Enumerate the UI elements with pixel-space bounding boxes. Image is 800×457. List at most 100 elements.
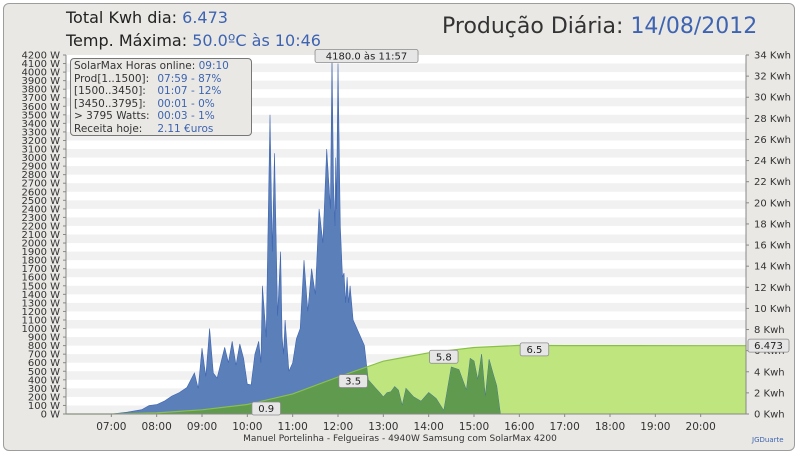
peak-power-label-box [314, 49, 419, 63]
stats-row: > 3795 Watts: 00:03 - 1% [74, 110, 248, 123]
stats-key: SolarMax Horas online: [74, 60, 196, 72]
energy-value-label: 5.8 [436, 352, 452, 363]
left-tick-label: 1700 W [21, 264, 60, 275]
stats-value: 09:10 [198, 60, 229, 72]
max-temperature-label: Temp. Máxima: [66, 31, 188, 50]
left-tick-label: 3600 W [21, 102, 60, 113]
peak-power-label: 4180.0 às 11:57 [326, 51, 408, 63]
left-tick-label: 1800 W [21, 256, 60, 267]
energy-area-fill [66, 345, 746, 414]
stats-row: [3450..3795]: 00:01 - 0% [74, 98, 248, 111]
energy-value-label-box [338, 374, 368, 388]
right-tick-label: 16 Kwh [754, 241, 791, 252]
stats-box: SolarMax Horas online: 09:10 Prod[1..150… [70, 58, 252, 136]
right-tick-label: 24 Kwh [754, 156, 791, 167]
chart-title-label: Produção Diária: [442, 14, 624, 39]
left-tick-label: 500 W [28, 367, 60, 378]
stats-row: Prod[1..1500]: 07:59 - 87% [74, 73, 248, 86]
x-tick-label: 12:00 [323, 421, 353, 433]
left-tick-label: 800 W [28, 341, 60, 352]
left-tick-label: 1100 W [21, 315, 60, 326]
grid-band [66, 97, 746, 107]
left-tick-label: 700 W [28, 350, 60, 361]
grid-band [66, 80, 746, 90]
right-tick-label: 18 Kwh [754, 219, 791, 230]
stats-value: 00:03 - 1% [157, 110, 215, 123]
grid-band [66, 149, 746, 158]
left-tick-label: 3400 W [21, 119, 60, 130]
left-tick-label: 1600 W [21, 273, 60, 284]
author-credit: JGDuarte [752, 436, 784, 444]
stats-row: SolarMax Horas online: 09:10 [74, 60, 248, 73]
left-tick-label: 1500 W [21, 281, 60, 292]
x-tick-label: 18:00 [595, 421, 625, 433]
right-tick-label: 14 Kwh [754, 262, 791, 273]
left-tick-label: 3000 W [21, 153, 60, 164]
left-tick-label: 2700 W [21, 179, 60, 190]
left-tick-label: 2400 W [21, 204, 60, 215]
left-tick-label: 1000 W [21, 324, 60, 335]
left-tick-label: 2000 W [21, 239, 60, 250]
left-tick-label: 600 W [28, 358, 60, 369]
grid-band [66, 63, 746, 73]
energy-value-label: 3.5 [345, 377, 361, 388]
right-tick-label: 10 Kwh [754, 304, 791, 315]
left-tick-label: 4200 W [21, 51, 60, 62]
grid-band [66, 251, 746, 261]
right-tick-label: 30 Kwh [754, 93, 791, 104]
left-tick-label: 3900 W [21, 76, 60, 87]
energy-value-label: 6.473 [754, 341, 783, 352]
x-tick-label: 08:00 [142, 421, 172, 433]
energy-area [66, 345, 746, 414]
right-tick-label: 32 Kwh [754, 72, 791, 83]
left-tick-label: 2300 W [21, 213, 60, 224]
left-tick-label: 400 W [28, 375, 60, 386]
left-tick-label: 0 W [41, 410, 61, 421]
grid-band [66, 319, 746, 329]
right-tick-label: 28 Kwh [754, 114, 791, 125]
stats-key: > 3795 Watts: [74, 110, 150, 123]
left-tick-label: 1400 W [21, 290, 60, 301]
left-tick-label: 300 W [28, 384, 60, 395]
daily-kwh-value: 6.473 [182, 8, 228, 27]
grid-band [66, 234, 746, 244]
left-tick-label: 900 W [28, 333, 60, 344]
left-tick-label: 1300 W [21, 298, 60, 309]
right-tick-label: 34 Kwh [754, 51, 791, 62]
right-tick-label: 22 Kwh [754, 177, 791, 188]
energy-line [66, 344, 746, 415]
left-tick-label: 3700 W [21, 93, 60, 104]
left-tick-label: 4000 W [21, 68, 60, 79]
x-tick-label: 20:00 [686, 421, 716, 433]
x-tick-label: 09:00 [187, 421, 217, 433]
chart-title: Produção Diária: 14/08/2012 [442, 14, 757, 39]
left-tick-label: 2100 W [21, 230, 60, 241]
energy-value-label-box [519, 342, 550, 357]
x-tick-label: 14:00 [414, 421, 444, 433]
stats-key: [3450..3795]: [74, 97, 146, 110]
grid-band [66, 337, 746, 346]
grid-band [66, 217, 746, 226]
energy-value-label-box [251, 401, 281, 416]
left-tick-label: 1200 W [21, 307, 60, 318]
left-tick-label: 2200 W [21, 221, 60, 232]
left-tick-label: 3100 W [21, 145, 60, 156]
right-tick-label: 8 Kwh [754, 325, 785, 336]
max-temperature-value: 50.0ºC às 10:46 [192, 31, 321, 50]
left-tick-label: 2800 W [21, 170, 60, 181]
stats-key: Receita hoje: [74, 122, 143, 135]
x-tick-label: 15:00 [459, 421, 489, 433]
stats-row: Receita hoje: 2.11 €uros [74, 123, 248, 136]
energy-value-label-box [747, 338, 790, 353]
daily-kwh-summary: Total Kwh dia: 6.473 [66, 8, 228, 27]
x-tick-label: 10:00 [232, 421, 262, 433]
right-tick-label: 26 Kwh [754, 135, 791, 146]
stats-key: Prod[1..1500]: [74, 72, 150, 85]
left-tick-label: 100 W [28, 401, 60, 412]
x-tick-label: 17:00 [550, 421, 580, 433]
right-tick-label: 4 Kwh [754, 367, 785, 378]
grid-band [66, 200, 746, 209]
left-tick-label: 200 W [28, 392, 60, 403]
grid-band [66, 302, 746, 312]
